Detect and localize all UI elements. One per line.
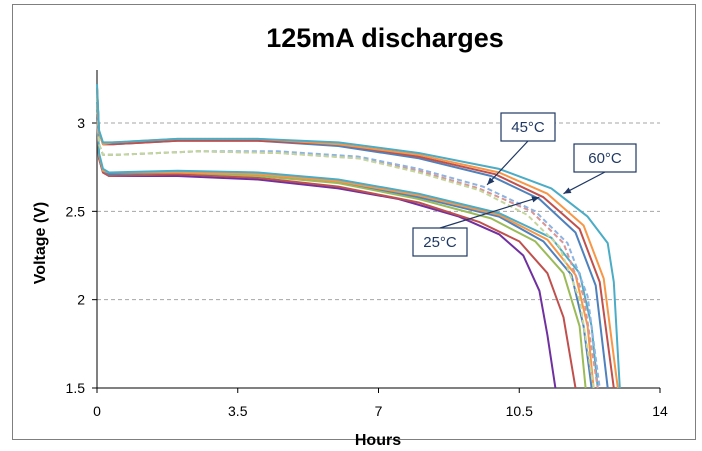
x-tick-label: 3.5 (228, 403, 248, 419)
series-line-5 (96, 105, 595, 389)
series-line-12 (96, 87, 619, 389)
y-tick-label: 2 (77, 292, 85, 308)
series-lines (96, 84, 621, 389)
annotation-arrow (486, 140, 529, 186)
series-line-2 (96, 114, 577, 389)
x-tick-label: 14 (652, 403, 668, 419)
chart-title: 125mA discharges (266, 23, 504, 53)
annotation-1: 45°C (486, 112, 556, 186)
y-tick-label: 3 (77, 115, 85, 131)
annotation-arrowhead (531, 196, 540, 203)
annotation-box (412, 227, 468, 257)
annotation-box (500, 112, 556, 142)
annotation-arrowhead (487, 177, 495, 185)
x-tick-label: 0 (93, 403, 101, 419)
chart-frame (12, 4, 696, 440)
series-line-13 (96, 84, 621, 389)
y-tick-label: 2.5 (66, 203, 86, 219)
annotation-0: 25°C (412, 196, 540, 257)
x-tick-labels: 0 3.5 7 10.5 14 (93, 403, 668, 419)
annotation-label: 25°C (423, 234, 457, 251)
annotation-label: 60°C (588, 150, 622, 167)
x-tick-label: 10.5 (506, 403, 533, 419)
annotations: 25°C 45°C 60°C (412, 112, 637, 257)
y-tick-labels: 1.5 2 2.5 3 (66, 115, 86, 396)
annotation-arrow (439, 196, 540, 229)
annotation-2: 60°C (563, 143, 637, 195)
x-axis-label: Hours (355, 432, 401, 449)
annotation-arrow (563, 171, 606, 195)
series-line-9 (96, 96, 595, 389)
annotation-label: 45°C (511, 119, 545, 136)
annotation-arrowhead (563, 187, 572, 194)
annotation-box (573, 143, 637, 173)
y-axis-label: Voltage (V) (32, 202, 49, 284)
x-tick-label: 7 (375, 403, 383, 419)
y-tick-label: 1.5 (66, 380, 86, 396)
